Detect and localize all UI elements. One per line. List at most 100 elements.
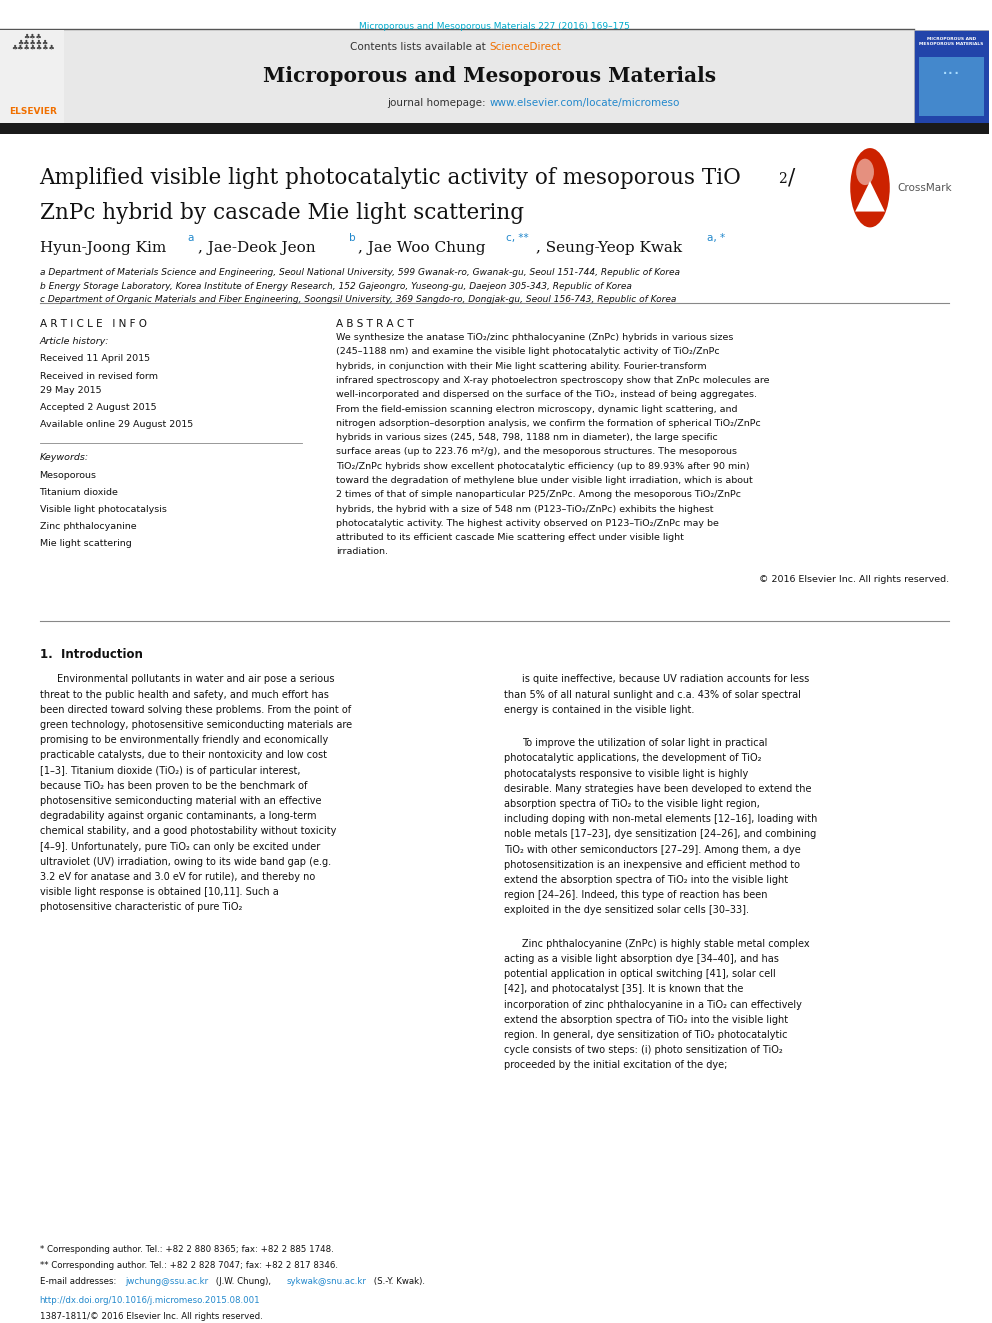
Text: Titanium dioxide: Titanium dioxide <box>40 488 118 497</box>
Text: Visible light photocatalysis: Visible light photocatalysis <box>40 505 167 515</box>
Text: To improve the utilization of solar light in practical: To improve the utilization of solar ligh… <box>522 738 768 747</box>
Text: ELSEVIER: ELSEVIER <box>9 107 57 116</box>
Text: From the field-emission scanning electron microscopy, dynamic light scattering, : From the field-emission scanning electro… <box>336 405 738 414</box>
FancyBboxPatch shape <box>920 57 984 116</box>
Text: ZnPc hybrid by cascade Mie light scattering: ZnPc hybrid by cascade Mie light scatter… <box>40 202 524 225</box>
Text: infrared spectroscopy and X-ray photoelectron spectroscopy show that ZnPc molecu: infrared spectroscopy and X-ray photoele… <box>336 376 770 385</box>
Text: Environmental pollutants in water and air pose a serious: Environmental pollutants in water and ai… <box>58 675 335 684</box>
Text: www.elsevier.com/locate/micromeso: www.elsevier.com/locate/micromeso <box>489 98 680 108</box>
Text: MICROPOROUS AND
MESOPOROUS MATERIALS: MICROPOROUS AND MESOPOROUS MATERIALS <box>920 37 984 45</box>
Text: promising to be environmentally friendly and economically: promising to be environmentally friendly… <box>40 736 327 745</box>
Text: [4–9]. Unfortunately, pure TiO₂ can only be excited under: [4–9]. Unfortunately, pure TiO₂ can only… <box>40 841 319 852</box>
Text: 29 May 2015: 29 May 2015 <box>40 386 101 396</box>
Text: extend the absorption spectra of TiO₂ into the visible light: extend the absorption spectra of TiO₂ in… <box>504 875 789 885</box>
Text: Received in revised form: Received in revised form <box>40 372 158 381</box>
Text: Zinc phthalocyanine: Zinc phthalocyanine <box>40 523 136 532</box>
Text: energy is contained in the visible light.: energy is contained in the visible light… <box>504 705 694 714</box>
Text: , Jae-Deok Jeon: , Jae-Deok Jeon <box>197 241 315 254</box>
Text: [1–3]. Titanium dioxide (TiO₂) is of particular interest,: [1–3]. Titanium dioxide (TiO₂) is of par… <box>40 766 300 775</box>
Text: Hyun-Joong Kim: Hyun-Joong Kim <box>40 241 166 254</box>
Text: Mie light scattering: Mie light scattering <box>40 540 131 549</box>
Text: TiO₂ with other semiconductors [27–29]. Among them, a dye: TiO₂ with other semiconductors [27–29]. … <box>504 844 801 855</box>
Text: [42], and photocatalyst [35]. It is known that the: [42], and photocatalyst [35]. It is know… <box>504 984 744 995</box>
Text: journal homepage:: journal homepage: <box>388 98 489 108</box>
Text: TiO₂/ZnPc hybrids show excellent photocatalytic efficiency (up to 89.93% after 9: TiO₂/ZnPc hybrids show excellent photoca… <box>336 462 750 471</box>
Text: , Seung-Yeop Kwak: , Seung-Yeop Kwak <box>536 241 682 254</box>
Text: 3.2 eV for anatase and 3.0 eV for rutile), and thereby no: 3.2 eV for anatase and 3.0 eV for rutile… <box>40 872 314 882</box>
Text: Available online 29 August 2015: Available online 29 August 2015 <box>40 421 192 430</box>
Text: region [24–26]. Indeed, this type of reaction has been: region [24–26]. Indeed, this type of rea… <box>504 890 768 900</box>
Text: A R T I C L E   I N F O: A R T I C L E I N F O <box>40 319 147 328</box>
Text: c, **: c, ** <box>506 233 529 242</box>
Text: 2: 2 <box>778 172 787 185</box>
Text: including doping with non-metal elements [12–16], loading with: including doping with non-metal elements… <box>504 814 817 824</box>
Text: © 2016 Elsevier Inc. All rights reserved.: © 2016 Elsevier Inc. All rights reserved… <box>759 576 949 583</box>
Text: c Department of Organic Materials and Fiber Engineering, Soongsil University, 36: c Department of Organic Materials and Fi… <box>40 295 676 304</box>
Text: E-mail addresses:: E-mail addresses: <box>40 1277 119 1286</box>
Text: , Jae Woo Chung: , Jae Woo Chung <box>358 241 485 254</box>
Text: ...: ... <box>942 60 961 78</box>
Text: absorption spectra of TiO₂ to the visible light region,: absorption spectra of TiO₂ to the visibl… <box>504 799 760 808</box>
Text: green technology, photosensitive semiconducting materials are: green technology, photosensitive semicon… <box>40 720 352 730</box>
Text: photosensitization is an inexpensive and efficient method to: photosensitization is an inexpensive and… <box>504 860 801 869</box>
Text: hybrids, in conjunction with their Mie light scattering ability. Fourier-transfo: hybrids, in conjunction with their Mie l… <box>336 361 706 370</box>
Text: threat to the public health and safety, and much effort has: threat to the public health and safety, … <box>40 689 328 700</box>
Polygon shape <box>855 181 885 212</box>
Text: sykwak@snu.ac.kr: sykwak@snu.ac.kr <box>287 1277 367 1286</box>
FancyBboxPatch shape <box>915 30 989 126</box>
Text: 2 times of that of simple nanoparticular P25/ZnPc. Among the mesoporous TiO₂/ZnP: 2 times of that of simple nanoparticular… <box>336 491 741 499</box>
Text: practicable catalysts, due to their nontoxicity and low cost: practicable catalysts, due to their nont… <box>40 750 326 761</box>
Text: ScienceDirect: ScienceDirect <box>489 42 561 53</box>
Text: irradiation.: irradiation. <box>336 548 388 557</box>
Text: ♣♣♣
♣♣♣♣♣
♣♣♣♣♣♣♣: ♣♣♣ ♣♣♣♣♣ ♣♣♣♣♣♣♣ <box>11 34 55 52</box>
Text: We synthesize the anatase TiO₂/zinc phthalocyanine (ZnPc) hybrids in various siz: We synthesize the anatase TiO₂/zinc phth… <box>336 333 733 343</box>
Text: a: a <box>187 233 194 242</box>
Ellipse shape <box>856 159 874 185</box>
Text: desirable. Many strategies have been developed to extend the: desirable. Many strategies have been dev… <box>504 783 811 794</box>
Text: surface areas (up to 223.76 m²/g), and the mesoporous structures. The mesoporous: surface areas (up to 223.76 m²/g), and t… <box>336 447 737 456</box>
Text: ** Corresponding author. Tel.: +82 2 828 7047; fax: +82 2 817 8346.: ** Corresponding author. Tel.: +82 2 828… <box>40 1261 337 1270</box>
Text: CrossMark: CrossMark <box>898 183 952 193</box>
FancyBboxPatch shape <box>0 123 989 134</box>
Text: Received 11 April 2015: Received 11 April 2015 <box>40 355 150 364</box>
Text: nitrogen adsorption–desorption analysis, we confirm the formation of spherical T: nitrogen adsorption–desorption analysis,… <box>336 419 761 427</box>
Text: Mesoporous: Mesoporous <box>40 471 96 480</box>
Text: exploited in the dye sensitized solar cells [30–33].: exploited in the dye sensitized solar ce… <box>504 905 749 916</box>
Text: * Corresponding author. Tel.: +82 2 880 8365; fax: +82 2 885 1748.: * Corresponding author. Tel.: +82 2 880 … <box>40 1245 333 1254</box>
Ellipse shape <box>850 148 890 228</box>
Text: cycle consists of two steps: (i) photo sensitization of TiO₂: cycle consists of two steps: (i) photo s… <box>504 1045 783 1056</box>
Text: region. In general, dye sensitization of TiO₂ photocatalytic: region. In general, dye sensitization of… <box>504 1031 788 1040</box>
Text: than 5% of all natural sunlight and c.a. 43% of solar spectral: than 5% of all natural sunlight and c.a.… <box>504 689 802 700</box>
Text: a, *: a, * <box>707 233 725 242</box>
Text: hybrids in various sizes (245, 548, 798, 1188 nm in diameter), the large specifi: hybrids in various sizes (245, 548, 798,… <box>336 433 718 442</box>
Text: Article history:: Article history: <box>40 337 109 347</box>
Text: photocatalysts responsive to visible light is highly: photocatalysts responsive to visible lig… <box>504 769 748 778</box>
Text: photocatalytic activity. The highest activity observed on P123–TiO₂/ZnPc may be: photocatalytic activity. The highest act… <box>336 519 719 528</box>
Text: toward the degradation of methylene blue under visible light irradiation, which : toward the degradation of methylene blue… <box>336 476 753 486</box>
Text: a Department of Materials Science and Engineering, Seoul National University, 59: a Department of Materials Science and En… <box>40 269 680 278</box>
Text: chemical stability, and a good photostability without toxicity: chemical stability, and a good photostab… <box>40 827 336 836</box>
Text: Amplified visible light photocatalytic activity of mesoporous TiO: Amplified visible light photocatalytic a… <box>40 167 741 189</box>
Text: potential application in optical switching [41], solar cell: potential application in optical switchi… <box>504 970 776 979</box>
Text: attributed to its efficient cascade Mie scattering effect under visible light: attributed to its efficient cascade Mie … <box>336 533 684 542</box>
Text: extend the absorption spectra of TiO₂ into the visible light: extend the absorption spectra of TiO₂ in… <box>504 1015 789 1025</box>
Text: is quite ineffective, because UV radiation accounts for less: is quite ineffective, because UV radiati… <box>522 675 809 684</box>
Text: acting as a visible light absorption dye [34–40], and has: acting as a visible light absorption dye… <box>504 954 779 964</box>
Text: b: b <box>349 233 355 242</box>
Text: because TiO₂ has been proven to be the benchmark of: because TiO₂ has been proven to be the b… <box>40 781 307 791</box>
Text: Zinc phthalocyanine (ZnPc) is highly stable metal complex: Zinc phthalocyanine (ZnPc) is highly sta… <box>522 939 809 949</box>
Text: http://dx.doi.org/10.1016/j.micromeso.2015.08.001: http://dx.doi.org/10.1016/j.micromeso.20… <box>40 1295 260 1304</box>
Text: noble metals [17–23], dye sensitization [24–26], and combining: noble metals [17–23], dye sensitization … <box>504 830 816 839</box>
Text: jwchung@ssu.ac.kr: jwchung@ssu.ac.kr <box>126 1277 208 1286</box>
Text: photosensitive semiconducting material with an effective: photosensitive semiconducting material w… <box>40 796 321 806</box>
Text: Accepted 2 August 2015: Accepted 2 August 2015 <box>40 404 156 413</box>
Text: incorporation of zinc phthalocyanine in a TiO₂ can effectively: incorporation of zinc phthalocyanine in … <box>504 1000 803 1009</box>
Text: degradability against organic contaminants, a long-term: degradability against organic contaminan… <box>40 811 316 822</box>
Text: 1387-1811/© 2016 Elsevier Inc. All rights reserved.: 1387-1811/© 2016 Elsevier Inc. All right… <box>40 1311 262 1320</box>
Text: proceeded by the initial excitation of the dye;: proceeded by the initial excitation of t… <box>504 1061 727 1070</box>
Text: ultraviolet (UV) irradiation, owing to its wide band gap (e.g.: ultraviolet (UV) irradiation, owing to i… <box>40 857 330 867</box>
Text: A B S T R A C T: A B S T R A C T <box>336 319 414 328</box>
Text: Microporous and Mesoporous Materials 227 (2016) 169–175: Microporous and Mesoporous Materials 227… <box>359 22 630 32</box>
FancyBboxPatch shape <box>64 30 915 126</box>
Text: /: / <box>788 167 796 189</box>
